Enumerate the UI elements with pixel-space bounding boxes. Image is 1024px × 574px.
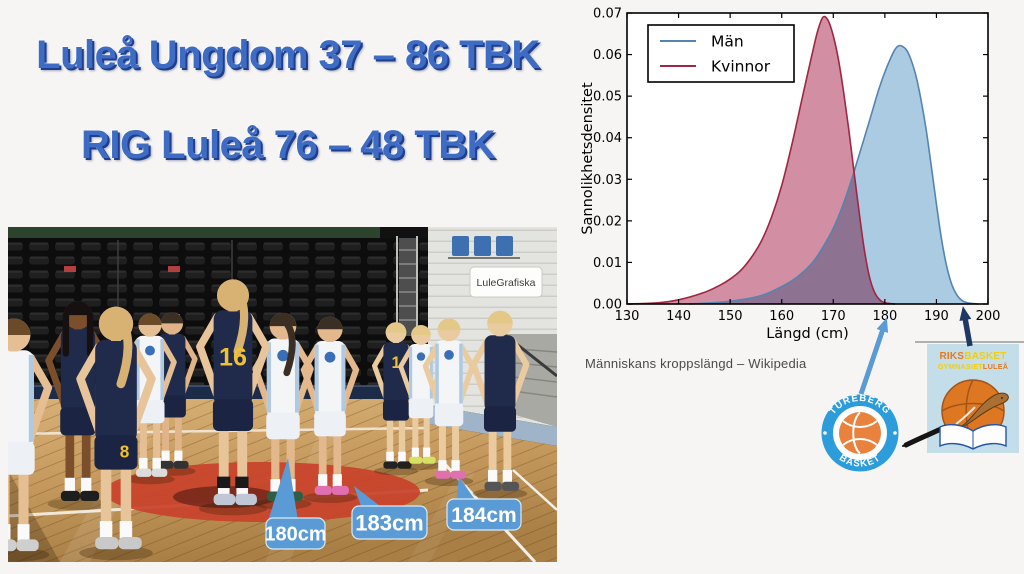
x-tick-label: 200 bbox=[976, 309, 1001, 324]
players: 8 1 16 bbox=[8, 279, 530, 562]
series-line-Kvinnor bbox=[626, 15, 896, 305]
callout-box bbox=[446, 498, 522, 531]
player bbox=[470, 310, 530, 500]
callout-label: 184cm bbox=[451, 504, 516, 527]
x-axis-label: Längd (cm) bbox=[766, 326, 849, 342]
jersey-number: 8 bbox=[120, 441, 130, 461]
height-callout: 184cm bbox=[446, 477, 522, 531]
y-tick-label: 0.03 bbox=[593, 173, 622, 188]
legend-label-Kvinnor: Kvinnor bbox=[711, 58, 771, 76]
riksbasket-gymnasiet-logo: RIKSBASKET GYMNASIETLULEÅ bbox=[902, 341, 1024, 453]
callout-label: 183cm bbox=[355, 510, 424, 535]
bleacher-stairs bbox=[399, 238, 416, 336]
callout-box bbox=[351, 505, 428, 540]
x-tick-label: 140 bbox=[666, 309, 691, 324]
callout-tail bbox=[456, 477, 478, 504]
tureberg-basket-logo: TUREBERG BASKET bbox=[821, 393, 899, 472]
team-practice-photo: LuleGrafiska 8 1 16 180cm 183cm 184cm bbox=[8, 227, 557, 562]
y-tick-label: 0.05 bbox=[593, 90, 622, 105]
y-tick-label: 0.07 bbox=[593, 7, 622, 22]
y-tick-label: 0.00 bbox=[593, 298, 622, 313]
player: 16 bbox=[196, 279, 270, 516]
callout-tail bbox=[354, 486, 384, 509]
svg-text:BASKET: BASKET bbox=[837, 452, 883, 469]
legend-label-Män: Män bbox=[711, 33, 744, 51]
plot-border bbox=[626, 12, 989, 305]
rig-subtitle: GYMNASIETLULEÅ bbox=[938, 362, 1009, 371]
height-callouts: 180cm 183cm 184cm bbox=[264, 458, 522, 550]
x-tick-label: 160 bbox=[769, 309, 794, 324]
x-tick-label: 130 bbox=[615, 309, 640, 324]
basketball-icon bbox=[839, 412, 881, 454]
y-axis-label: Sannolikhetsdensitet bbox=[580, 82, 596, 235]
match-result-title-1: Luleå Ungdom 37 – 86 TBK bbox=[36, 33, 540, 77]
player: 8 bbox=[76, 306, 156, 561]
jersey-number: 16 bbox=[219, 343, 247, 371]
sponsor-sign bbox=[469, 266, 543, 298]
player bbox=[123, 313, 177, 485]
jersey-number: 1 bbox=[391, 354, 400, 372]
y-tick-label: 0.04 bbox=[593, 131, 622, 146]
match-result-title-2: RIG Luleå 76 – 48 TBK bbox=[80, 123, 496, 167]
tureberg-bottom-text: BASKET bbox=[837, 452, 882, 469]
wall-stairs bbox=[505, 334, 557, 427]
player bbox=[422, 318, 476, 487]
x-tick-label: 190 bbox=[924, 309, 949, 324]
sponsor-sign-text: LuleGrafiska bbox=[477, 277, 536, 289]
player bbox=[398, 325, 444, 470]
y-tick-label: 0.01 bbox=[593, 256, 622, 271]
callout-tail bbox=[268, 458, 298, 521]
player bbox=[8, 318, 53, 562]
green-seat-row bbox=[8, 227, 380, 240]
x-tick-label: 170 bbox=[821, 309, 846, 324]
height-callout: 180cm bbox=[264, 458, 327, 550]
height-distribution-chart: 130 140 150 160 170 180 190 200 0.00 0.01 0.02 0.03… bbox=[580, 0, 1024, 348]
blue-chairs bbox=[448, 236, 520, 259]
height-callout: 183cm bbox=[351, 486, 428, 540]
series-line-Män bbox=[688, 44, 978, 305]
player bbox=[300, 316, 360, 503]
x-tick-label: 150 bbox=[718, 309, 743, 324]
series-area-Män bbox=[688, 45, 978, 305]
x-tick-label: 180 bbox=[872, 309, 897, 324]
rig-title: RIKSBASKET bbox=[939, 351, 1006, 362]
legend: Män Kvinnor bbox=[647, 24, 795, 83]
series-area-Kvinnor bbox=[627, 16, 896, 304]
chart-source-caption: Människans kroppslängd – Wikipedia bbox=[585, 356, 807, 371]
y-tick-label: 0.02 bbox=[593, 214, 622, 229]
court-line bbox=[512, 469, 557, 511]
callout-label: 180cm bbox=[264, 524, 326, 546]
y-tick-label: 0.06 bbox=[593, 48, 622, 63]
callout-box bbox=[265, 517, 326, 550]
